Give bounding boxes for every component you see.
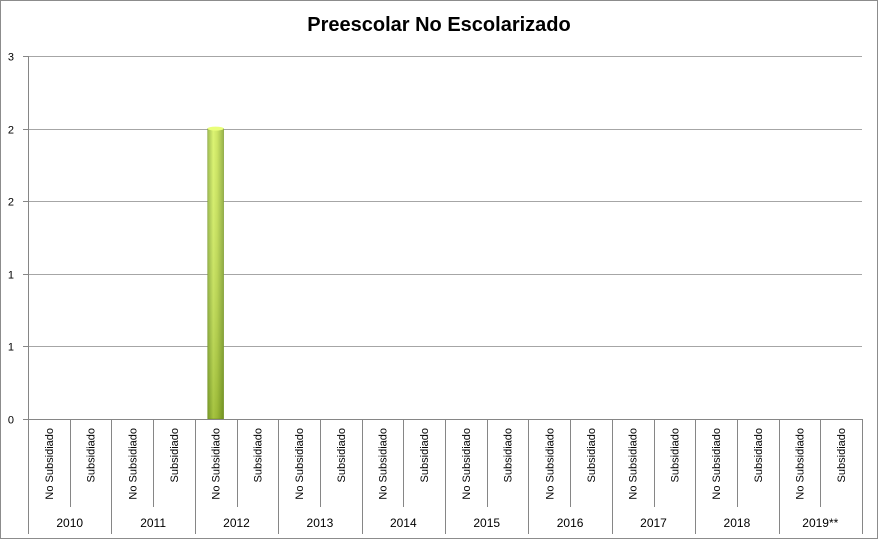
bar-shade <box>207 128 224 419</box>
x-category-label: No Subsidiado <box>711 428 723 500</box>
x-category-label: Subsidiado <box>86 428 98 482</box>
x-group-label: 2011 <box>140 516 166 530</box>
x-category-label: No Subsidiado <box>294 428 306 500</box>
x-category-label: Subsidiado <box>836 428 848 482</box>
x-category-label: No Subsidiado <box>544 428 556 500</box>
x-group-label: 2018 <box>724 516 751 530</box>
x-group-label: 2014 <box>390 516 417 530</box>
x-category-label: Subsidiado <box>336 428 348 482</box>
x-category-label: No Subsidiado <box>628 428 640 500</box>
y-tick-label: 1 <box>8 270 14 282</box>
x-category-label: Subsidiado <box>169 428 181 482</box>
y-tick-label: 2 <box>8 197 14 209</box>
x-group-label: 2012 <box>223 516 250 530</box>
x-category-label: Subsidiado <box>419 428 431 482</box>
x-category-label: Subsidiado <box>753 428 765 482</box>
x-category-label: No Subsidiado <box>127 428 139 500</box>
x-group-label: 2019** <box>802 516 838 530</box>
x-group-label: 2016 <box>557 516 584 530</box>
x-category-label: Subsidiado <box>503 428 515 482</box>
x-group-label: 2015 <box>473 516 500 530</box>
y-tick-label: 1 <box>8 342 14 354</box>
x-group-label: 2017 <box>640 516 667 530</box>
y-tick-label: 0 <box>8 415 14 427</box>
x-group-label: 2010 <box>56 516 83 530</box>
x-category-label: No Subsidiado <box>44 428 56 500</box>
y-tick-label: 3 <box>8 52 14 64</box>
x-category-label: Subsidiado <box>252 428 264 482</box>
bar-cap <box>207 126 224 131</box>
x-category-label: Subsidiado <box>669 428 681 482</box>
y-tick-label: 2 <box>8 125 14 137</box>
x-category-label: No Subsidiado <box>461 428 473 500</box>
x-category-label: No Subsidiado <box>211 428 223 500</box>
x-group-label: 2013 <box>307 516 334 530</box>
x-category-label: Subsidiado <box>586 428 598 482</box>
x-category-label: No Subsidiado <box>377 428 389 500</box>
chart-title: Preescolar No Escolarizado <box>307 14 571 36</box>
x-category-label: No Subsidiado <box>794 428 806 500</box>
